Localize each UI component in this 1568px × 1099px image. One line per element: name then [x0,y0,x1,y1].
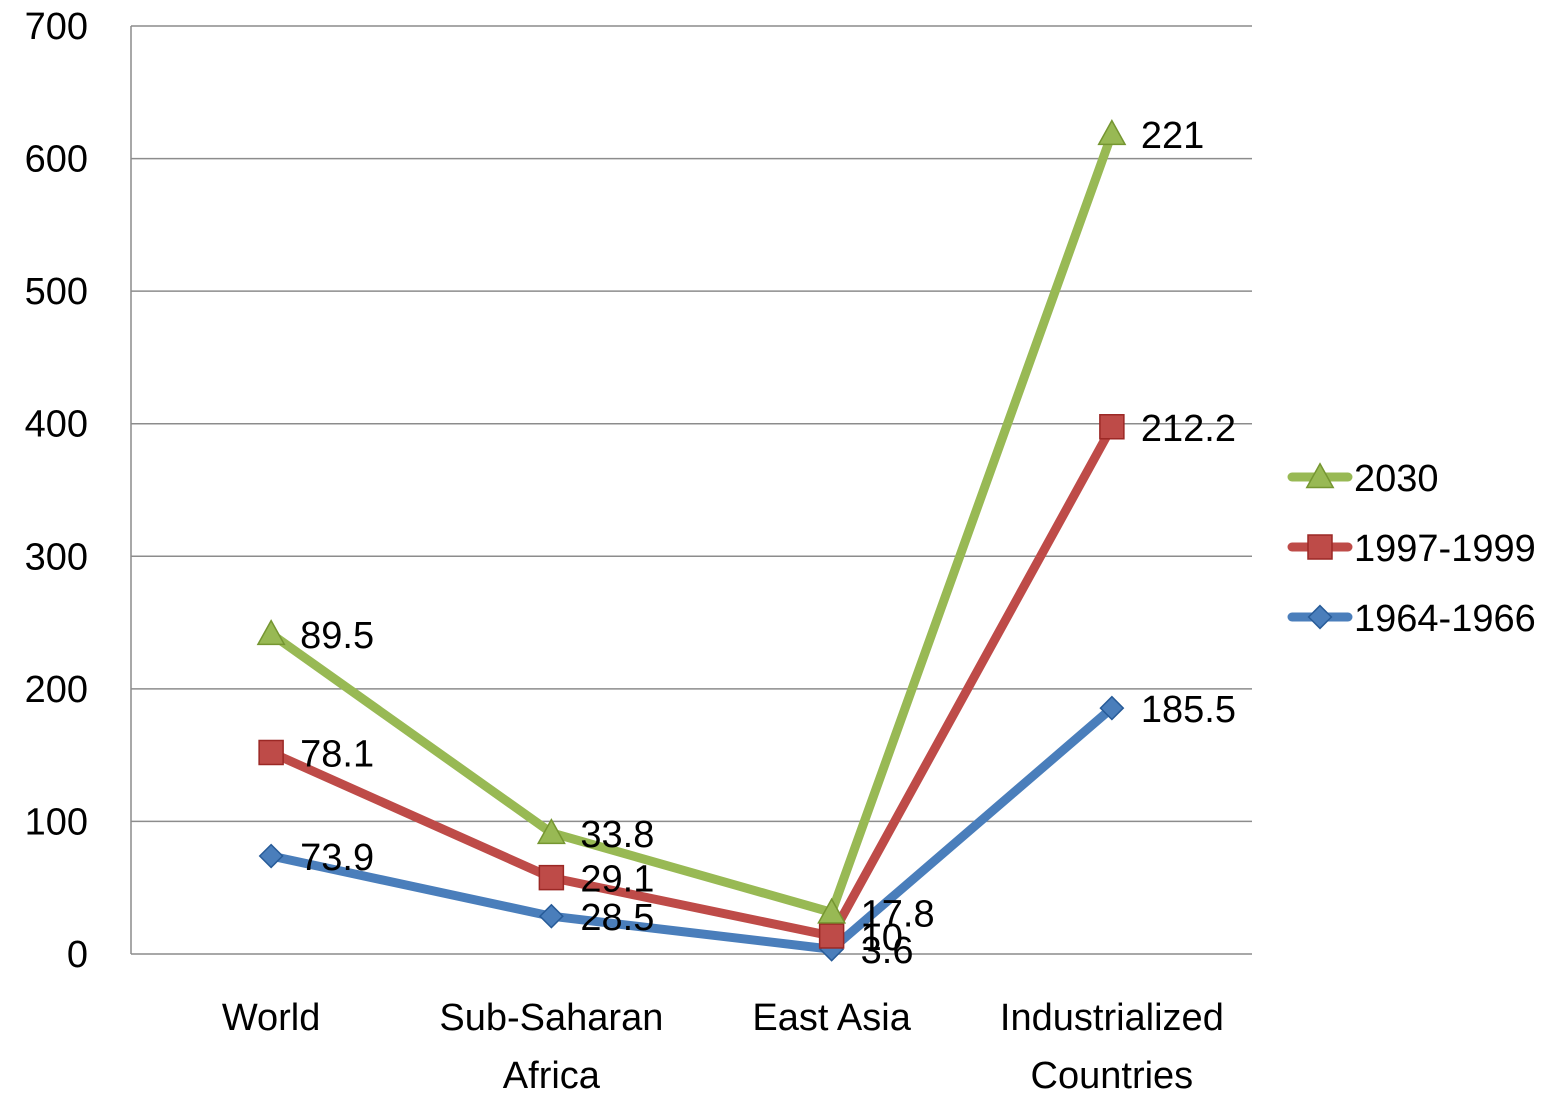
legend-label: 1964-1966 [1354,598,1536,640]
y-tick-label: 700 [25,6,88,48]
data-labels: 73.9 28.5 3.6 185.5 78.1 29.1 10 212.2 89.5 33.8 1… [300,115,1236,972]
data-point [1099,414,1125,440]
x-tick-label: East Asia [752,997,911,1039]
y-tick-label: 400 [25,404,88,446]
series-lines [256,119,1127,962]
legend-item: 2030 [1287,458,1439,500]
x-tick-label: Industrialized Countries [1000,997,1224,1094]
data-point [1099,695,1125,721]
data-label: 10 [861,917,903,959]
y-tick-label: 0 [67,934,88,976]
data-label: 221 [1141,115,1204,157]
data-label: 73.9 [300,837,374,879]
data-label: 78.1 [300,733,374,775]
axes: 0 100 200 300 400 500 600 700 World Sub-Saharan Af… [25,6,1224,1097]
data-point [818,923,845,949]
legend-marker [1307,604,1333,630]
data-label: 33.8 [580,814,654,856]
legend-item: 1964-1966 [1287,598,1536,640]
data-point [538,864,565,891]
series-line [266,129,1117,917]
data-point [1097,119,1127,146]
legend-marker [1307,534,1333,560]
legend: 2030 1997-1999 1964-1966 [1287,458,1536,640]
data-point [258,739,284,766]
x-tick-label: World [222,997,321,1039]
series-1964-1966 [258,695,1125,962]
data-label: 17.8 [861,893,935,935]
data-point [817,897,847,924]
series-line [266,703,1117,954]
legend-label: 2030 [1354,458,1439,500]
legend-item: 1997-1999 [1287,528,1536,570]
gridlines [131,25,1252,955]
y-tick-label: 300 [25,536,88,578]
data-label: 212.2 [1141,408,1236,450]
data-label: 28.5 [580,897,654,939]
series-1997-1999 [258,414,1125,949]
legend-marker [1305,462,1335,489]
y-tick-label: 500 [25,271,88,313]
data-label: 29.1 [580,859,654,901]
data-label: 185.5 [1141,689,1236,731]
series-line [266,422,1117,941]
data-point [256,619,286,646]
data-label: 3.6 [861,930,914,972]
x-tick-label: Sub-Saharan Africa [439,997,663,1094]
y-tick-label: 200 [25,669,88,711]
data-label: 89.5 [300,615,374,657]
data-point [536,818,566,845]
series-2030 [256,119,1127,924]
data-point [538,903,564,929]
y-tick-label: 600 [25,139,88,181]
legend-label: 1997-1999 [1354,528,1536,570]
y-tick-label: 100 [25,801,88,843]
data-point [258,843,284,869]
